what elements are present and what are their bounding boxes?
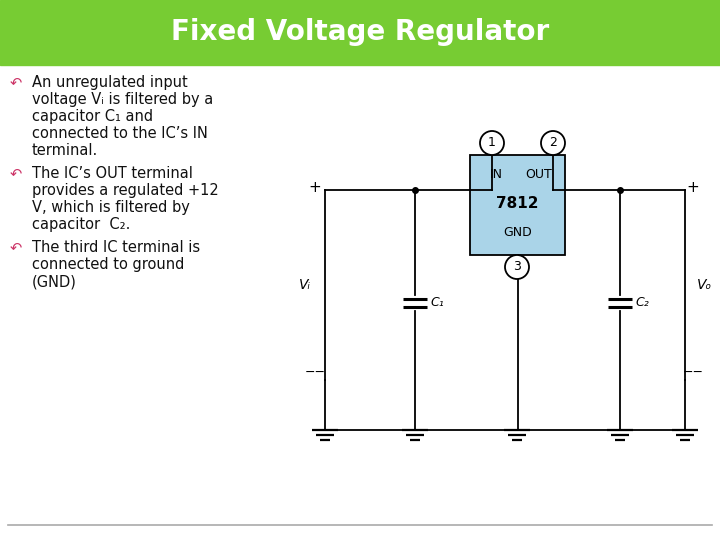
Bar — [0, 0, 720, 65]
Text: The IC’s OUT terminal: The IC’s OUT terminal — [32, 166, 193, 181]
Text: −−: −− — [683, 366, 703, 379]
Circle shape — [505, 255, 529, 279]
Circle shape — [480, 131, 504, 155]
Text: 2: 2 — [549, 137, 557, 150]
Text: +: + — [687, 180, 699, 195]
Text: voltage Vᵢ is filtered by a: voltage Vᵢ is filtered by a — [32, 92, 213, 107]
Text: 1: 1 — [488, 137, 496, 150]
Circle shape — [541, 131, 565, 155]
Text: GND: GND — [503, 226, 532, 240]
Text: C₁: C₁ — [430, 296, 444, 309]
Text: provides a regulated +12: provides a regulated +12 — [32, 183, 219, 198]
Text: OUT: OUT — [525, 168, 552, 181]
Text: An unregulated input: An unregulated input — [32, 75, 188, 90]
Text: 3: 3 — [513, 260, 521, 273]
Text: terminal.: terminal. — [32, 143, 98, 158]
Text: Fixed Voltage Regulator: Fixed Voltage Regulator — [171, 18, 549, 46]
Text: +: + — [309, 180, 321, 195]
Text: connected to the IC’s IN: connected to the IC’s IN — [32, 126, 208, 141]
Text: capacitor  C₂.: capacitor C₂. — [32, 217, 130, 232]
Text: C₂: C₂ — [635, 296, 649, 309]
Text: ↶: ↶ — [10, 240, 22, 255]
Text: IN: IN — [490, 168, 503, 181]
Text: connected to ground: connected to ground — [32, 257, 184, 272]
Text: Vᵢ: Vᵢ — [299, 278, 311, 292]
Text: ↶: ↶ — [10, 75, 22, 90]
Text: capacitor C₁ and: capacitor C₁ and — [32, 109, 153, 124]
Text: −−: −− — [305, 366, 325, 379]
Text: The third IC terminal is: The third IC terminal is — [32, 240, 200, 255]
Bar — [470, 155, 565, 255]
Text: V, which is filtered by: V, which is filtered by — [32, 200, 190, 215]
Text: Vₒ: Vₒ — [698, 278, 713, 292]
Text: 7812: 7812 — [496, 195, 539, 211]
Text: ↶: ↶ — [10, 166, 22, 181]
Text: (GND): (GND) — [32, 274, 77, 289]
